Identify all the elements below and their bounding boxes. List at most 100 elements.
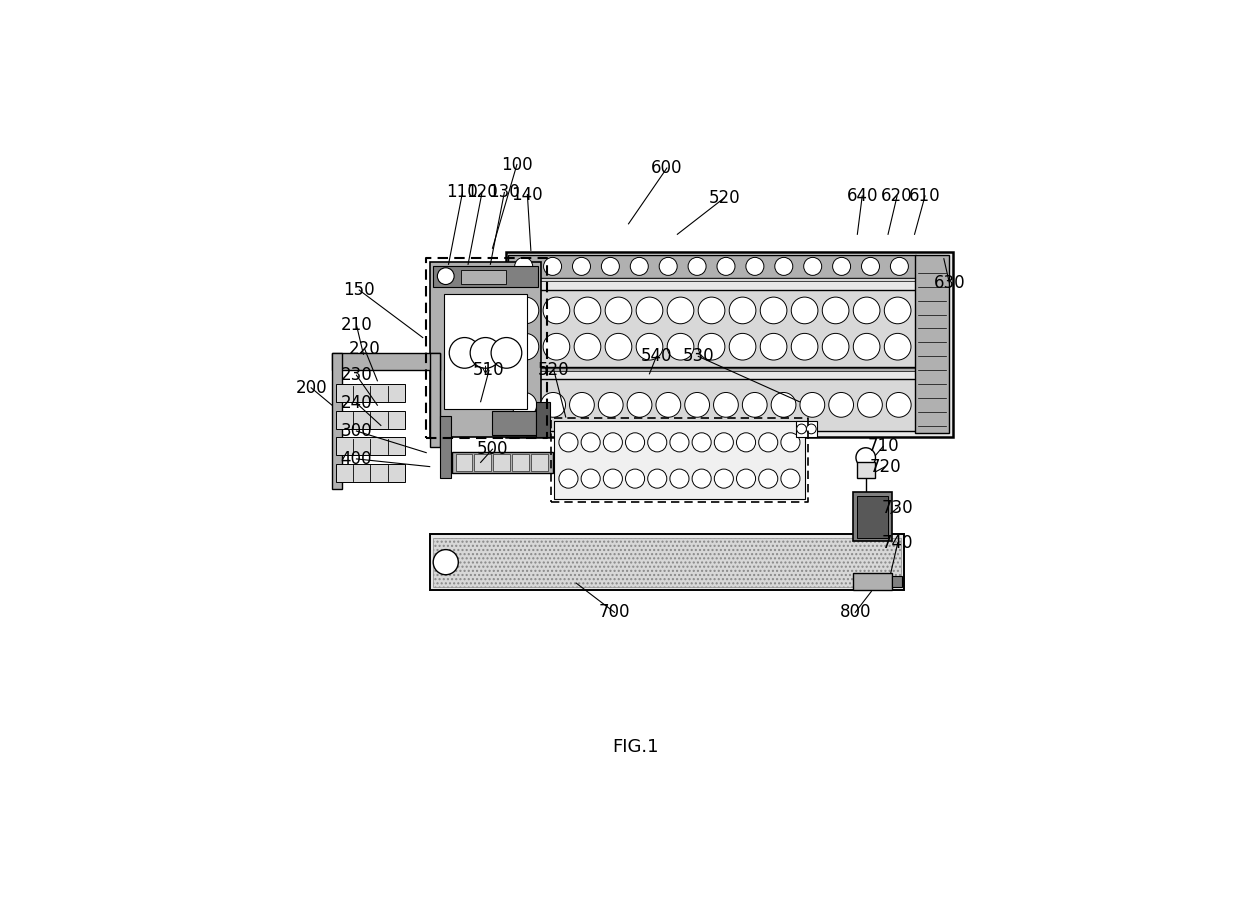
Circle shape (853, 297, 880, 323)
Bar (892, 576, 901, 586)
Bar (554, 421, 805, 499)
Bar (492, 410, 536, 435)
Bar (433, 265, 538, 286)
Circle shape (760, 297, 787, 323)
Circle shape (470, 338, 501, 368)
Circle shape (684, 392, 709, 418)
Text: 620: 620 (882, 187, 913, 205)
Circle shape (775, 257, 792, 275)
Circle shape (806, 424, 816, 434)
Bar (506, 252, 952, 437)
Circle shape (599, 392, 624, 418)
Circle shape (636, 333, 663, 360)
Circle shape (636, 297, 663, 323)
Text: 800: 800 (839, 603, 870, 622)
Circle shape (729, 333, 756, 360)
Text: 140: 140 (512, 186, 543, 204)
Text: 740: 740 (882, 534, 914, 552)
Bar (444, 294, 527, 409)
Circle shape (759, 433, 777, 452)
Text: 110: 110 (446, 183, 479, 201)
Circle shape (605, 333, 632, 360)
Bar (853, 493, 892, 541)
Circle shape (559, 469, 578, 488)
Circle shape (737, 433, 755, 452)
Circle shape (670, 433, 689, 452)
Circle shape (647, 433, 667, 452)
Text: 500: 500 (476, 440, 508, 458)
Text: 230: 230 (341, 366, 372, 384)
Circle shape (884, 333, 911, 360)
Bar (332, 353, 342, 489)
Bar (537, 401, 551, 437)
Circle shape (713, 392, 738, 418)
Circle shape (604, 469, 622, 488)
Circle shape (660, 257, 677, 275)
Circle shape (804, 257, 822, 275)
Circle shape (791, 333, 818, 360)
Circle shape (601, 257, 620, 275)
Circle shape (729, 297, 756, 323)
Circle shape (667, 333, 694, 360)
Bar (853, 573, 892, 590)
Text: 520: 520 (708, 189, 740, 207)
Circle shape (630, 257, 649, 275)
Circle shape (853, 333, 880, 360)
Bar (336, 410, 405, 429)
Circle shape (670, 469, 689, 488)
Circle shape (491, 338, 522, 368)
Bar (440, 416, 450, 478)
Circle shape (884, 297, 911, 323)
Circle shape (656, 392, 681, 418)
Text: 710: 710 (867, 438, 899, 456)
Circle shape (760, 333, 787, 360)
Circle shape (627, 392, 652, 418)
Circle shape (647, 469, 667, 488)
Circle shape (582, 433, 600, 452)
Bar (336, 464, 405, 482)
Bar (796, 421, 817, 437)
Circle shape (604, 433, 622, 452)
Bar (857, 462, 875, 478)
Circle shape (543, 333, 570, 360)
Circle shape (692, 469, 712, 488)
Bar (512, 454, 528, 471)
Bar (430, 352, 440, 447)
Bar (857, 496, 888, 538)
Bar (508, 277, 916, 281)
Circle shape (746, 257, 764, 275)
Text: 100: 100 (501, 156, 533, 174)
Circle shape (887, 392, 911, 418)
Text: 210: 210 (341, 316, 372, 334)
Text: 510: 510 (474, 361, 505, 380)
Bar (475, 454, 491, 471)
Bar (508, 379, 916, 431)
Text: 540: 540 (641, 347, 672, 365)
Circle shape (625, 433, 645, 452)
Circle shape (828, 392, 853, 418)
Text: 520: 520 (538, 361, 569, 380)
Bar (453, 452, 553, 473)
Bar (336, 384, 405, 402)
Circle shape (543, 297, 570, 323)
Circle shape (714, 469, 733, 488)
Circle shape (449, 338, 480, 368)
Circle shape (605, 297, 632, 323)
Bar (461, 270, 506, 284)
Circle shape (433, 550, 459, 574)
Circle shape (858, 392, 883, 418)
Bar (455, 454, 472, 471)
Text: 300: 300 (341, 422, 372, 440)
Circle shape (698, 297, 725, 323)
Circle shape (781, 469, 800, 488)
Text: 130: 130 (489, 183, 521, 201)
Text: 200: 200 (295, 379, 327, 397)
Circle shape (559, 433, 578, 452)
Bar (494, 454, 510, 471)
Text: 700: 700 (599, 603, 630, 622)
Circle shape (822, 297, 849, 323)
Circle shape (512, 297, 538, 323)
Circle shape (781, 433, 800, 452)
Circle shape (890, 257, 909, 275)
Circle shape (512, 333, 538, 360)
